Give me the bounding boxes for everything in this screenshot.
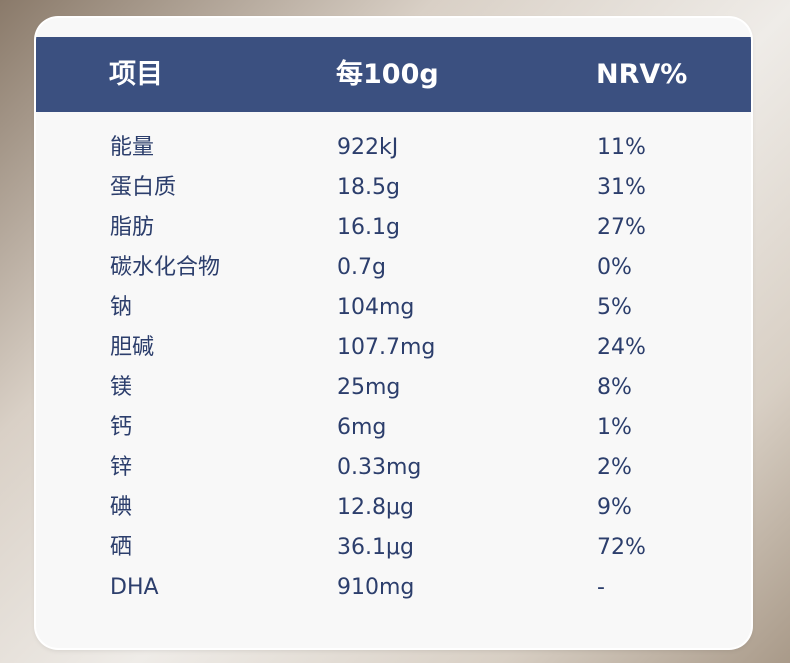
table-cell: 12.8μg xyxy=(337,495,414,520)
table-cell: 0.7g xyxy=(337,255,386,280)
table-cell: 6mg xyxy=(337,415,387,440)
table-cell: 胆碱 xyxy=(110,335,155,360)
table-cell: 9% xyxy=(597,495,632,520)
table-cell: 0.33mg xyxy=(337,455,422,480)
table-header: 项目 每100g NRV% xyxy=(36,37,751,112)
table-cell: 碳水化合物 xyxy=(110,255,221,280)
table-cell: 16.1g xyxy=(337,215,400,240)
table-cell: 脂肪 xyxy=(110,215,155,240)
table-cell: 2% xyxy=(597,455,632,480)
table-cell: 锌 xyxy=(110,455,133,480)
table-cell: DHA xyxy=(110,575,159,600)
table-cell: 24% xyxy=(597,335,646,360)
table-cell: 镁 xyxy=(110,375,133,400)
table-cell: 25mg xyxy=(337,375,401,400)
table-cell: - xyxy=(597,575,605,600)
table-cell: 1% xyxy=(597,415,632,440)
header-cell: 项目 xyxy=(109,59,163,90)
header-cell: NRV% xyxy=(596,59,688,90)
table-cell: 72% xyxy=(597,535,646,560)
nutrition-card: 项目 每100g NRV% 能量 922kJ 11% 蛋白质 18.5g 31% 脂肪 16.1g… xyxy=(36,18,751,648)
table-cell: 922kJ xyxy=(337,135,399,160)
table-cell: 910mg xyxy=(337,575,415,600)
table-cell: 5% xyxy=(597,295,632,320)
table-cell: 钙 xyxy=(110,415,133,440)
table-cell: 0% xyxy=(597,255,632,280)
table-cell: 8% xyxy=(597,375,632,400)
table-cell: 36.1μg xyxy=(337,535,414,560)
table-cell: 31% xyxy=(597,175,646,200)
header-cell: 每100g xyxy=(336,59,439,90)
table-cell: 硒 xyxy=(110,535,133,560)
table-cell: 能量 xyxy=(110,135,155,160)
table-cell: 104mg xyxy=(337,295,415,320)
table-cell: 钠 xyxy=(110,295,133,320)
table-cell: 27% xyxy=(597,215,646,240)
table-cell: 11% xyxy=(597,135,646,160)
table-cell: 蛋白质 xyxy=(110,175,177,200)
table-cell: 碘 xyxy=(110,495,133,520)
table-cell: 107.7mg xyxy=(337,335,436,360)
table-cell: 18.5g xyxy=(337,175,400,200)
